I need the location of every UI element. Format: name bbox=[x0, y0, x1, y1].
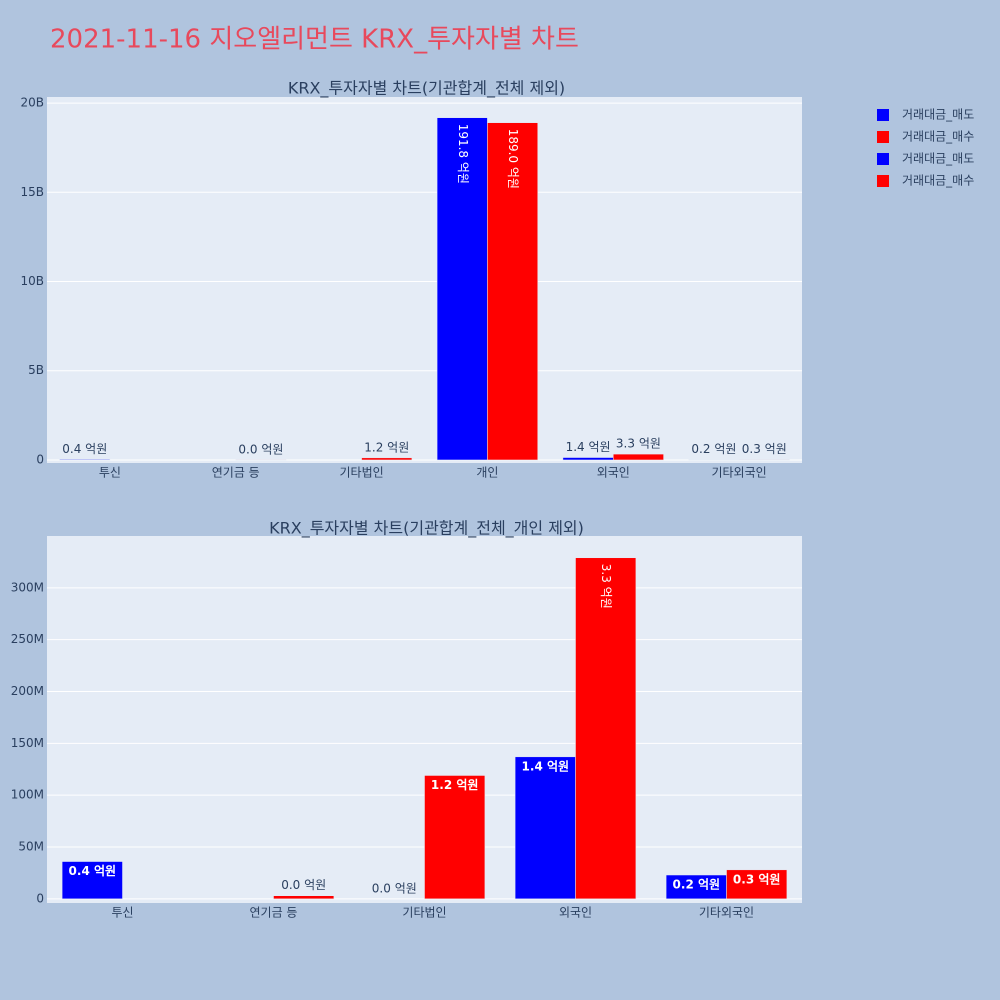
value-label: 1.2 억원 bbox=[364, 440, 409, 454]
bar bbox=[424, 775, 486, 900]
value-label: 0.4 억원 bbox=[62, 442, 107, 456]
legend-swatch bbox=[877, 131, 889, 143]
value-label: 3.3 억원 bbox=[616, 437, 661, 451]
bar bbox=[613, 453, 664, 461]
bar bbox=[361, 457, 413, 461]
y-tick-label: 50M bbox=[18, 840, 44, 854]
plot-area bbox=[47, 97, 802, 463]
value-label: 0.2 억원 bbox=[673, 878, 721, 892]
y-tick-label: 0 bbox=[36, 452, 44, 466]
value-label: 1.4 억원 bbox=[566, 440, 611, 454]
x-tick-label: 투신 bbox=[99, 466, 121, 480]
y-tick-label: 300M bbox=[11, 580, 44, 594]
bar bbox=[514, 756, 576, 900]
y-tick-label: 20B bbox=[20, 96, 44, 110]
x-tick-label: 기타법인 bbox=[402, 906, 446, 920]
legend-swatch bbox=[877, 109, 889, 121]
x-tick-label: 외국인 bbox=[559, 906, 592, 920]
y-tick-label: 100M bbox=[11, 788, 44, 802]
value-label: 0.0 억원 bbox=[281, 878, 326, 892]
x-tick-label: 외국인 bbox=[597, 466, 630, 480]
chart-title: KRX_투자자별 차트(기관합계_전체 제외) bbox=[288, 79, 565, 99]
bar bbox=[61, 861, 123, 900]
value-label: 0.0 억원 bbox=[372, 881, 417, 895]
x-tick-label: 연기금 등 bbox=[250, 906, 298, 920]
value-label: 0.4 억원 bbox=[69, 864, 117, 878]
bar bbox=[273, 895, 335, 900]
bar bbox=[562, 457, 614, 461]
bar bbox=[59, 459, 111, 461]
bar bbox=[726, 869, 788, 900]
legend-label: 거래대금_매수 bbox=[902, 174, 974, 188]
x-tick-label: 개인 bbox=[476, 466, 498, 480]
legend-label: 거래대금_매수 bbox=[902, 130, 974, 144]
y-tick-label: 10B bbox=[20, 274, 44, 288]
bar bbox=[487, 122, 538, 461]
y-tick-label: 250M bbox=[11, 632, 44, 646]
value-label: 0.3 억원 bbox=[733, 872, 781, 886]
x-tick-label: 기타외국인 bbox=[699, 906, 754, 920]
legend-label: 거래대금_매도 bbox=[902, 108, 974, 122]
value-label: 3.3 억원 bbox=[599, 564, 613, 609]
bar bbox=[436, 117, 488, 461]
y-tick-label: 5B bbox=[28, 363, 44, 377]
value-label: 0.3 억원 bbox=[742, 442, 787, 456]
y-tick-label: 150M bbox=[11, 736, 44, 750]
value-label: 1.2 억원 bbox=[431, 778, 479, 792]
x-tick-label: 기타법인 bbox=[339, 466, 383, 480]
value-label: 1.4 억원 bbox=[522, 759, 570, 773]
value-label: 189.0 억원 bbox=[506, 129, 520, 189]
x-tick-label: 투신 bbox=[111, 906, 133, 920]
value-label: 0.2 억원 bbox=[691, 442, 736, 456]
y-tick-label: 15B bbox=[20, 185, 44, 199]
y-tick-label: 0 bbox=[36, 891, 44, 905]
y-tick-label: 200M bbox=[11, 684, 44, 698]
chart-title: KRX_투자자별 차트(기관합계_전체_개인 제외) bbox=[269, 519, 584, 539]
legend-swatch bbox=[877, 175, 889, 187]
legend-swatch bbox=[877, 153, 889, 165]
bar bbox=[575, 557, 637, 900]
value-label: 191.8 억원 bbox=[456, 124, 470, 184]
x-tick-label: 연기금 등 bbox=[212, 466, 260, 480]
x-tick-label: 기타외국인 bbox=[711, 466, 766, 480]
page-title: 2021-11-16 지오엘리먼트 KRX_투자자별 차트 bbox=[50, 25, 579, 55]
legend-label: 거래대금_매도 bbox=[902, 152, 974, 166]
value-label: 0.0 억원 bbox=[238, 442, 283, 456]
